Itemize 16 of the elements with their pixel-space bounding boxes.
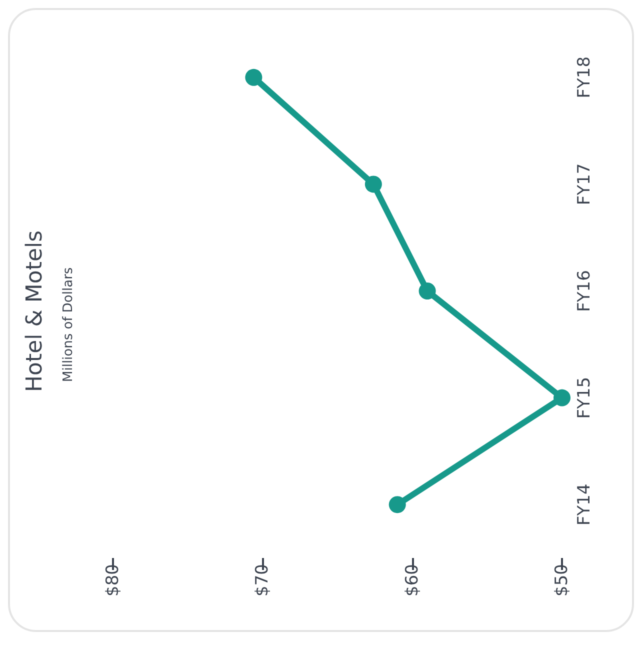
x-tick-label: $60 [402,564,422,596]
point [364,176,382,193]
point [554,389,570,406]
y-tick-label: FY17 [574,163,594,206]
y-tick-label: FY14 [574,484,594,526]
x-tick-label: $50 [552,564,572,596]
x-tick-label: $70 [252,564,273,596]
y-tick-label: FY15 [574,376,594,419]
point [418,282,436,300]
y-tick-label: FY18 [574,56,594,98]
text: Hotel & Motels [22,230,48,392]
y-tick-label: FY16 [574,270,594,312]
text: Millions of Dollars [61,267,76,382]
x-tick-label: $80 [103,564,123,596]
point [245,68,262,86]
point [388,496,406,514]
